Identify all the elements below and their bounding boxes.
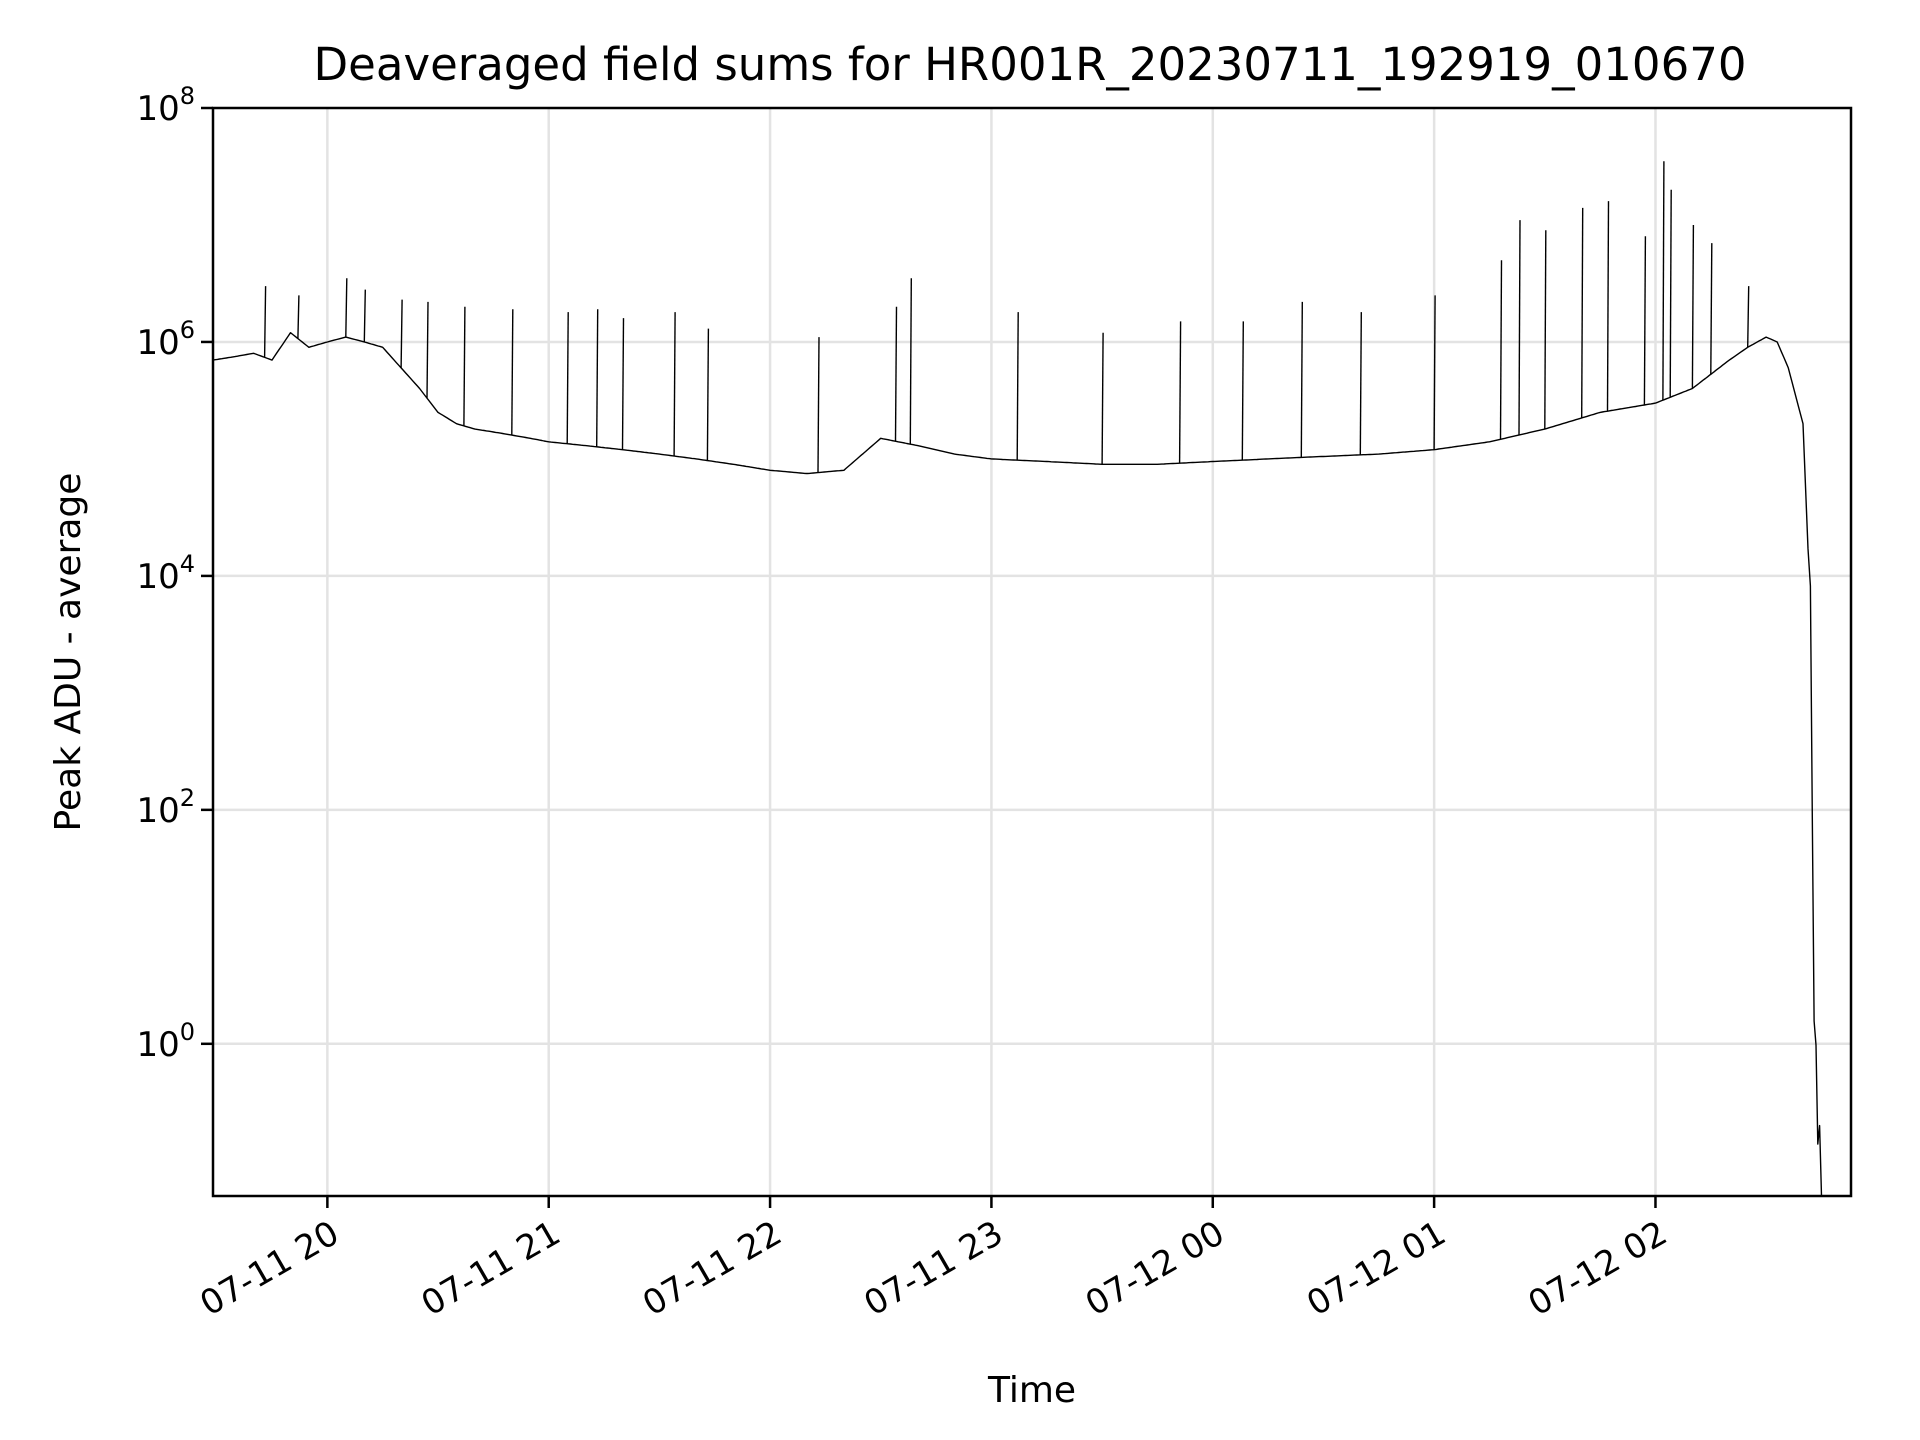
series-0-line — [212, 332, 1823, 1197]
x-tick-label: 07-11 22 — [636, 1213, 788, 1324]
x-tick-label: 07-11 23 — [858, 1213, 1010, 1324]
series-spike — [1710, 243, 1713, 375]
x-tick-label: 07-12 01 — [1300, 1213, 1452, 1324]
series-spike — [621, 318, 625, 450]
series-spike — [909, 278, 912, 445]
series-spike — [1669, 189, 1672, 398]
series-spike — [817, 337, 820, 473]
series-spike — [1544, 230, 1547, 430]
series-spike — [1518, 220, 1521, 436]
series-spike — [1580, 207, 1584, 418]
series-spike — [1016, 312, 1019, 461]
series-spike — [1662, 161, 1665, 401]
series-spike — [673, 312, 676, 457]
x-tick-label: 07-12 00 — [1079, 1213, 1231, 1324]
series-spike — [1643, 236, 1647, 406]
x-tick-label: 07-12 02 — [1522, 1213, 1674, 1324]
series-spike — [1178, 321, 1182, 464]
series-spike — [1359, 312, 1363, 455]
series-spike — [566, 312, 569, 444]
chart-title: Deaveraged field sums for HR001R_2023071… — [314, 38, 1747, 91]
y-tick-label: 100 — [136, 1018, 195, 1065]
series-spike — [1606, 201, 1610, 412]
series-spike — [297, 295, 300, 339]
series-spike — [400, 299, 403, 368]
series-spike — [426, 301, 429, 399]
series-spike — [1747, 286, 1750, 348]
y-axis: 100 102 104 106 108 — [136, 82, 213, 1065]
series-spike — [706, 328, 710, 461]
y-tick-label: 104 — [136, 550, 195, 597]
series-spike — [1241, 321, 1245, 461]
plot-frame — [211, 106, 1853, 1198]
y-tick-label: 102 — [136, 784, 195, 831]
series-spike — [1499, 260, 1503, 440]
x-axis: 07-11 20 07-11 21 07-11 22 07-11 23 07-12 00… — [193, 1196, 1674, 1324]
y-tick-label: 108 — [136, 82, 195, 129]
series-spike — [596, 309, 599, 447]
series-layer — [212, 161, 1823, 1197]
y-axis-title: Peak ADU - average — [48, 473, 89, 832]
series-spike — [511, 309, 514, 436]
series-spike — [463, 306, 466, 426]
series-spike — [1433, 295, 1436, 450]
x-tick-label: 07-11 21 — [415, 1213, 567, 1324]
series-spike — [1691, 224, 1695, 389]
grid-lines — [213, 108, 1851, 1196]
series-spike — [363, 289, 366, 343]
x-tick-label: 07-11 20 — [193, 1213, 345, 1324]
y-tick-label: 106 — [136, 316, 195, 363]
series-spike — [1300, 301, 1304, 458]
series-spike — [345, 278, 348, 338]
series-spike — [1101, 332, 1104, 465]
series-spike — [894, 306, 898, 442]
x-axis-title: Time — [987, 1370, 1076, 1411]
series-spike — [263, 286, 267, 358]
